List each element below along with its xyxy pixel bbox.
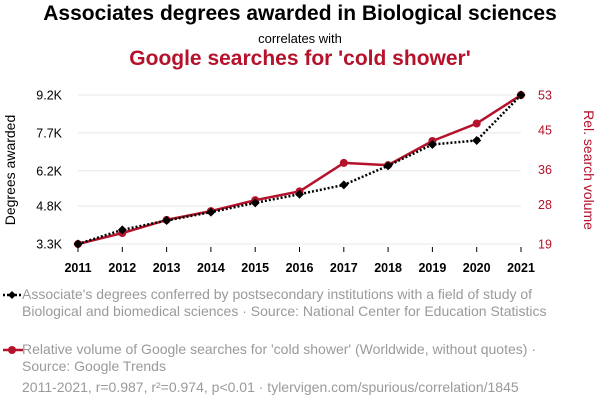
y-tick-label-right: 36 <box>538 163 552 177</box>
data-point-searches <box>472 119 481 128</box>
y-tick-label-left: 9.2K <box>36 89 62 103</box>
x-tick-label: 2017 <box>330 261 358 275</box>
data-point-degrees <box>295 189 304 199</box>
legend-marker-degrees <box>3 291 23 299</box>
x-tick-label: 2020 <box>463 261 491 275</box>
data-point-degrees <box>427 139 437 149</box>
x-tick-label: 2021 <box>507 261 535 275</box>
data-point-degrees <box>162 216 172 226</box>
chart-subtitle: correlates with <box>258 31 342 46</box>
data-point-degrees <box>117 225 127 235</box>
data-point-searches <box>339 158 348 167</box>
data-point-degrees <box>383 161 393 171</box>
x-tick-label: 2014 <box>197 261 225 275</box>
legend-entry-degrees: Associate's degrees conferred by postsec… <box>3 286 562 320</box>
y-tick-label-left: 3.3K <box>36 238 62 252</box>
data-point-degrees <box>73 239 83 249</box>
data-point-degrees <box>339 180 349 190</box>
x-tick-label: 2013 <box>153 261 181 275</box>
chart-title-2: Google searches for 'cold shower' <box>129 47 471 70</box>
y-tick-label-left: 6.2K <box>36 164 62 178</box>
legend-entry-searches: Relative volume of Google searches for '… <box>3 341 562 375</box>
series-line-degrees <box>77 94 522 246</box>
data-point-degrees <box>206 207 216 217</box>
data-point-degrees <box>472 135 482 145</box>
x-tick-label: 2015 <box>241 261 269 275</box>
data-point-degrees <box>516 90 526 100</box>
x-tick-label: 2019 <box>418 261 446 275</box>
y-tick-label-right: 45 <box>538 124 552 138</box>
footer-stats: 2011-2021, r=0.987, r²=0.974, p<0.01 · t… <box>22 379 519 395</box>
legend-marker-searches <box>3 346 23 354</box>
chart-title: Associates degrees awarded in Biological… <box>43 2 557 25</box>
y-tick-label-right: 28 <box>538 198 552 212</box>
y-tick-label-right: 19 <box>538 238 552 252</box>
series-line-searches <box>77 93 522 246</box>
x-tick-label: 2018 <box>374 261 402 275</box>
y-axis-title-left: Degrees awarded <box>2 115 18 226</box>
y-tick-label-left: 4.8K <box>36 200 62 214</box>
x-tick-label: 2011 <box>64 261 91 275</box>
chart-area: 3.3K 4.8K 6.2K 7.7K 9.2K 19 28 36 45 53 2011 2012 20… <box>2 89 597 276</box>
x-tick-label: 2016 <box>286 261 314 275</box>
data-point-degrees <box>250 198 260 208</box>
legend-text-degrees: Associate's degrees conferred by postsec… <box>22 286 547 319</box>
x-tick-label: 2012 <box>108 261 136 275</box>
legend-text-searches: Relative volume of Google searches for '… <box>22 341 536 374</box>
y-tick-label-right: 53 <box>538 89 552 103</box>
y-tick-label-left: 7.7K <box>36 126 62 140</box>
y-axis-title-right: Rel. search volume <box>581 110 597 230</box>
